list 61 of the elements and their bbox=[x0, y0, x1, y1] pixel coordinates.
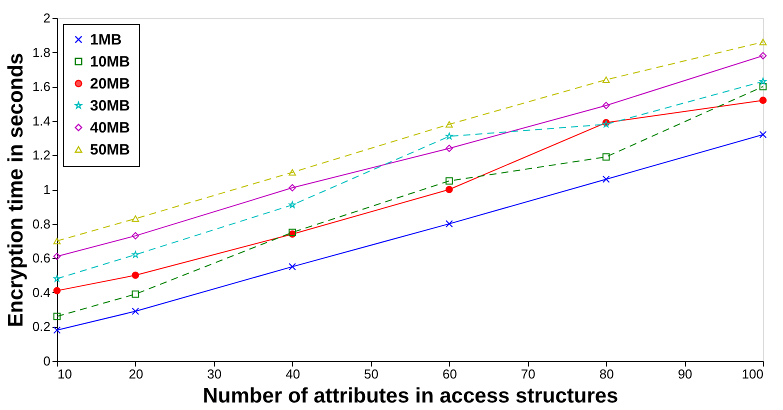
point bbox=[288, 263, 296, 270]
point bbox=[446, 220, 453, 228]
point bbox=[132, 308, 140, 315]
x-tick-label: 100 bbox=[742, 366, 764, 382]
x-axis-title: Number of attributes in access structures bbox=[202, 384, 618, 408]
point bbox=[53, 287, 61, 294]
y-tick-label: 1.8 bbox=[32, 44, 50, 60]
point bbox=[446, 132, 453, 140]
x-tick-label: 60 bbox=[442, 366, 457, 382]
y-axis-title: Encryption time in seconds bbox=[4, 52, 28, 328]
y-tick-label: 1 bbox=[43, 182, 50, 197]
y-tick-label: 1.4 bbox=[32, 113, 50, 128]
point bbox=[446, 186, 453, 194]
point bbox=[602, 153, 610, 161]
point bbox=[446, 177, 453, 185]
point bbox=[759, 52, 767, 60]
legend-label: 30MB bbox=[90, 98, 130, 114]
y-tick-label: 0.2 bbox=[32, 319, 50, 334]
y-tick-label: 1.6 bbox=[32, 79, 50, 94]
point bbox=[602, 102, 610, 110]
point bbox=[288, 169, 296, 176]
x-tick-label: 40 bbox=[286, 366, 300, 382]
point bbox=[759, 38, 767, 46]
legend-label: 1MB bbox=[90, 32, 122, 48]
x-tick-label: 70 bbox=[520, 366, 536, 382]
point bbox=[53, 326, 61, 334]
y-tick-label: 2 bbox=[43, 10, 50, 26]
x-tick-label: 50 bbox=[364, 366, 379, 382]
point bbox=[132, 232, 140, 240]
x-tick-label: 90 bbox=[678, 366, 692, 382]
legend-label: 10MB bbox=[90, 54, 130, 70]
point bbox=[759, 78, 767, 85]
y-tick-label: 0.8 bbox=[32, 216, 50, 232]
point bbox=[602, 76, 610, 83]
point bbox=[53, 252, 61, 260]
y-tick-label: 0.6 bbox=[32, 250, 50, 266]
point bbox=[288, 201, 296, 208]
legend-label: 50MB bbox=[90, 142, 130, 158]
point bbox=[132, 215, 140, 222]
y-tick-label: 0 bbox=[43, 354, 50, 368]
point bbox=[446, 144, 453, 152]
point bbox=[132, 272, 140, 279]
point bbox=[53, 312, 61, 320]
point bbox=[759, 96, 767, 104]
x-tick-label: 20 bbox=[128, 366, 144, 382]
point bbox=[53, 238, 61, 244]
point bbox=[759, 130, 767, 138]
x-tick-label: 30 bbox=[207, 366, 222, 382]
point bbox=[132, 251, 139, 258]
point bbox=[53, 275, 61, 282]
y-tick-label: 0.4 bbox=[32, 284, 50, 300]
legend-label: 40MB bbox=[90, 120, 130, 136]
x-tick-label: 80 bbox=[599, 366, 614, 382]
y-tick-label: 1.2 bbox=[32, 148, 50, 163]
x-tick-label: 10 bbox=[58, 366, 72, 382]
point bbox=[288, 184, 296, 192]
point bbox=[132, 290, 140, 298]
legend-label: 20MB bbox=[90, 76, 130, 92]
point bbox=[602, 176, 610, 183]
point bbox=[446, 121, 453, 128]
point bbox=[759, 82, 767, 90]
